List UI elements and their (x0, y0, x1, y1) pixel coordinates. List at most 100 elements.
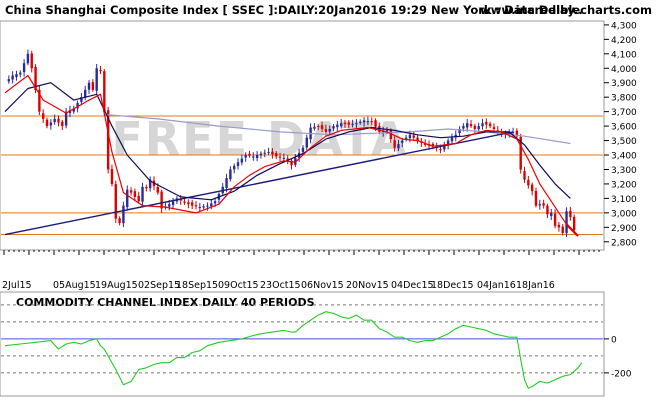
ma-short-line (4, 74, 579, 237)
candle-body-123 (473, 125, 477, 129)
candle-body-65 (252, 156, 255, 158)
x-tick-label: 18Jan16 (516, 280, 555, 291)
x-tick-label: 18Sep15 (176, 280, 218, 291)
candle-body-67 (259, 153, 263, 156)
candle-body-108 (416, 137, 419, 141)
candle-body-128 (492, 127, 496, 129)
x-tick-label: 09Oct15 (218, 280, 259, 291)
candle-body-50 (194, 205, 198, 207)
candle-body-60 (233, 165, 236, 170)
candle-body-2 (11, 75, 14, 80)
candle-body-6 (26, 53, 30, 64)
candle-body-138 (530, 184, 534, 192)
price-candles (7, 49, 576, 238)
candle-body-43 (168, 204, 171, 207)
candle-body-144 (553, 213, 557, 226)
candle-body-112 (431, 143, 435, 147)
candle-body-86 (332, 126, 335, 129)
candle-body-119 (458, 128, 461, 134)
candle-body-4 (19, 72, 22, 75)
candle-body-83 (320, 125, 324, 129)
trendline (4, 131, 514, 236)
price-y-axis: 2,800 2,900 3,000 3,100 3,200 3,300 3,400 3,500… (604, 21, 637, 248)
candle-body-85 (328, 128, 331, 132)
x-tick-label: 19Aug15 (95, 280, 138, 291)
x-tick-label: 18Dec15 (431, 280, 474, 291)
candle-body-51 (198, 207, 202, 209)
price-y-tick-label: 2,800 (611, 238, 637, 248)
price-y-tick-label: 3,600 (611, 123, 637, 133)
candle-body-33 (129, 190, 133, 193)
candle-body-141 (542, 203, 545, 206)
candle-body-47 (183, 201, 186, 203)
candle-body-53 (206, 205, 209, 207)
candle-body-99 (381, 131, 385, 133)
candle-body-82 (317, 126, 320, 128)
price-y-tick-label: 3,000 (611, 209, 637, 219)
candle-body-12 (49, 122, 53, 126)
price-panel (0, 20, 605, 251)
candle-body-91 (351, 123, 354, 125)
candle-body-29 (114, 184, 117, 219)
candle-body-117 (450, 137, 454, 142)
price-y-tick-label: 3,400 (611, 152, 637, 162)
x-tick-label: 23Oct15 (260, 280, 301, 291)
candle-body-8 (34, 66, 37, 90)
candle-body-118 (454, 134, 457, 138)
candle-body-34 (133, 191, 137, 197)
cci-y-tick-label: 0 (611, 335, 617, 345)
candle-body-84 (324, 129, 328, 132)
candle-body-148 (569, 210, 572, 218)
candle-body-15 (61, 121, 64, 127)
candle-body-36 (141, 186, 144, 202)
candle-body-116 (446, 140, 450, 145)
x-tick-label: 06Nov15 (301, 280, 344, 291)
price-y-tick-label: 3,100 (611, 195, 637, 205)
candle-body-10 (42, 113, 45, 119)
cci-line (4, 311, 583, 389)
candle-body-7 (30, 53, 33, 69)
candle-body-21 (84, 89, 87, 98)
candle-body-139 (534, 190, 538, 206)
candle-body-22 (87, 82, 91, 90)
candle-body-114 (439, 148, 442, 150)
x-tick-label: 02Sep15 (138, 280, 180, 291)
candle-body-16 (64, 111, 68, 126)
candle-body-127 (488, 123, 492, 127)
candle-body-28 (110, 169, 114, 184)
candle-body-66 (255, 155, 259, 158)
price-y-tick-label: 3,900 (611, 79, 637, 89)
candle-body-107 (412, 135, 415, 138)
price-y-tick-label: 3,500 (611, 137, 637, 147)
candle-body-37 (145, 187, 148, 189)
candle-body-93 (359, 121, 362, 123)
cci-bands (1, 304, 603, 374)
candle-body-18 (72, 108, 75, 112)
price-y-tick-label: 3,700 (611, 108, 637, 118)
candle-body-26 (103, 71, 106, 112)
cci-panel (0, 291, 605, 397)
candle-body-58 (225, 178, 228, 188)
candle-body-122 (469, 124, 473, 127)
price-y-tick-label: 3,300 (611, 166, 637, 176)
candle-body-90 (347, 122, 350, 125)
candle-body-89 (343, 122, 347, 124)
candle-body-140 (538, 204, 541, 206)
candle-body-9 (38, 89, 41, 112)
candle-body-126 (485, 121, 488, 125)
candle-body-69 (267, 152, 270, 154)
candle-body-24 (95, 68, 98, 91)
candle-body-23 (91, 82, 95, 90)
price-y-tick-label: 4,100 (611, 50, 637, 60)
candle-body-14 (57, 118, 60, 123)
x-tick-label: 05Aug15 (53, 280, 96, 291)
candle-body-19 (76, 102, 79, 109)
price-y-tick-label: 4,300 (611, 21, 637, 31)
candle-body-20 (80, 97, 83, 102)
candle-body-61 (236, 162, 240, 166)
candle-body-54 (210, 203, 213, 207)
candle-body-68 (263, 152, 266, 154)
